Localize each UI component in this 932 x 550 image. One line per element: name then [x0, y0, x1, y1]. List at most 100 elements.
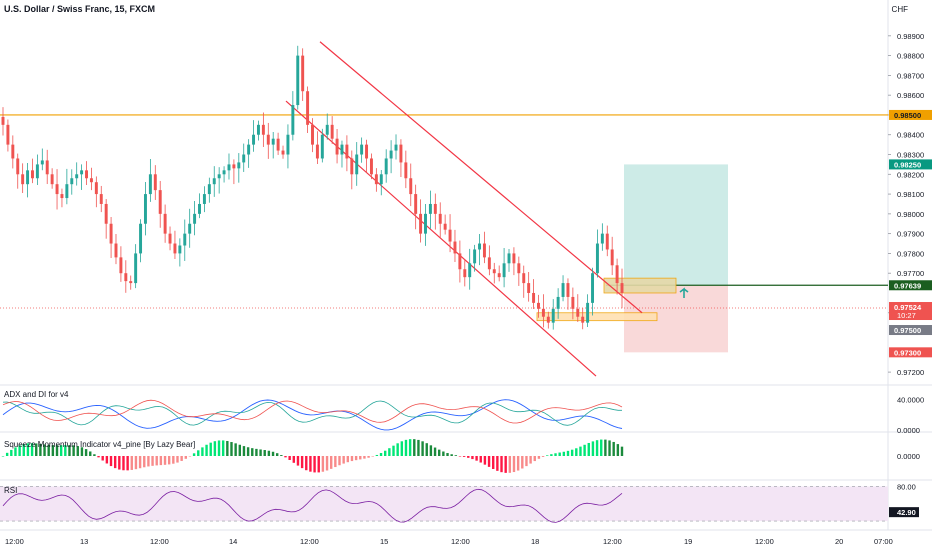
- candle: [414, 194, 418, 214]
- squeeze-bar: [143, 456, 146, 468]
- candle: [492, 269, 496, 274]
- candle: [340, 144, 344, 155]
- price-tick-label: 0.98200: [897, 170, 924, 179]
- squeeze-bar: [433, 447, 437, 456]
- symbol-title: U.S. Dollar / Swiss Franc, 15, FXCM: [4, 4, 156, 14]
- squeeze-bar: [458, 456, 462, 457]
- squeeze-bar: [471, 456, 474, 460]
- candle: [561, 283, 565, 297]
- candle: [404, 162, 408, 179]
- time-tick-label: 12:00: [300, 537, 319, 546]
- candle: [198, 203, 201, 214]
- squeeze-bar: [541, 456, 545, 457]
- squeeze-bar: [284, 456, 287, 458]
- candle: [438, 213, 442, 224]
- candle: [360, 144, 364, 155]
- squeeze-bar: [305, 456, 308, 471]
- squeeze-bar: [105, 456, 109, 464]
- squeeze-bar: [400, 441, 404, 456]
- adx-panel-label: ADX and DI for v4: [4, 390, 69, 399]
- squeeze-bar: [138, 456, 142, 469]
- squeeze-bar: [43, 444, 46, 456]
- squeeze-bar: [288, 456, 291, 460]
- squeeze-bar: [413, 439, 416, 456]
- candle: [527, 283, 531, 293]
- squeeze-tick-label: 0.0000: [897, 452, 920, 461]
- candle: [497, 273, 501, 278]
- rsi-band: [0, 486, 888, 522]
- candle: [369, 158, 373, 175]
- squeeze-bar: [612, 441, 615, 456]
- squeeze-bar: [329, 456, 333, 469]
- squeeze-bar: [234, 443, 237, 456]
- time-tick-label: 12:00: [5, 537, 24, 546]
- squeeze-bar: [591, 441, 595, 456]
- squeeze-bar: [359, 456, 362, 460]
- squeeze-bar: [226, 440, 229, 456]
- support-zone: [536, 312, 658, 322]
- squeeze-bar: [354, 456, 358, 461]
- candle: [139, 223, 143, 254]
- candle: [502, 263, 506, 278]
- rsi-panel-label: RSI: [4, 486, 18, 495]
- squeeze-bar: [533, 456, 536, 462]
- candle: [281, 150, 285, 155]
- candle: [384, 158, 388, 175]
- candle: [424, 213, 427, 234]
- squeeze-bar: [251, 448, 254, 456]
- squeeze-bar: [334, 456, 337, 468]
- squeeze-bar: [176, 456, 179, 463]
- squeeze-bar: [118, 456, 121, 470]
- squeeze-bar: [209, 442, 212, 456]
- candle: [99, 194, 103, 204]
- squeeze-bar: [595, 440, 599, 456]
- candle: [183, 233, 187, 246]
- squeeze-bar: [550, 454, 553, 456]
- squeeze-bar: [446, 453, 449, 456]
- candle: [26, 170, 30, 185]
- squeeze-panel-label: Squeeze Momentum Indicator v4_pine [By L…: [4, 440, 196, 449]
- candle: [252, 134, 256, 145]
- squeeze-bar: [379, 453, 383, 456]
- candle: [40, 160, 44, 165]
- squeeze-bar: [275, 453, 279, 456]
- squeeze-bar: [579, 446, 582, 456]
- current-price-tag-bg: [889, 302, 932, 321]
- squeeze-bar: [97, 456, 100, 458]
- squeeze-bar: [392, 445, 395, 456]
- candle: [419, 213, 423, 234]
- candle: [296, 55, 300, 106]
- time-tick-label: 13: [80, 537, 88, 546]
- profit-zone: [624, 164, 728, 286]
- candle: [207, 184, 211, 195]
- price-tick-label: 0.98000: [897, 210, 924, 219]
- candle: [153, 174, 157, 191]
- squeeze-bar: [350, 456, 354, 462]
- squeeze-bar: [363, 456, 366, 459]
- candle: [158, 190, 162, 214]
- squeeze-bar: [213, 441, 217, 456]
- squeeze-bar: [583, 444, 586, 456]
- squeeze-bar: [429, 445, 433, 456]
- squeeze-bar: [263, 450, 266, 456]
- squeeze-bar: [72, 445, 75, 456]
- candle: [256, 124, 260, 135]
- stop-price-tag: 0.97300: [894, 348, 921, 357]
- squeeze-bar: [109, 456, 113, 467]
- candle: [365, 144, 369, 159]
- squeeze-bar: [292, 456, 296, 463]
- squeeze-bar: [450, 454, 453, 456]
- squeeze-bar: [317, 456, 320, 473]
- squeeze-bar: [192, 453, 196, 456]
- time-tick-label: 12:00: [603, 537, 622, 546]
- squeeze-bar: [483, 456, 487, 465]
- candle: [443, 223, 447, 230]
- candle: [512, 253, 516, 264]
- candle: [458, 253, 462, 270]
- candle: [227, 164, 231, 171]
- squeeze-bar: [126, 456, 129, 471]
- candle: [94, 182, 98, 195]
- squeeze-bar: [367, 456, 370, 458]
